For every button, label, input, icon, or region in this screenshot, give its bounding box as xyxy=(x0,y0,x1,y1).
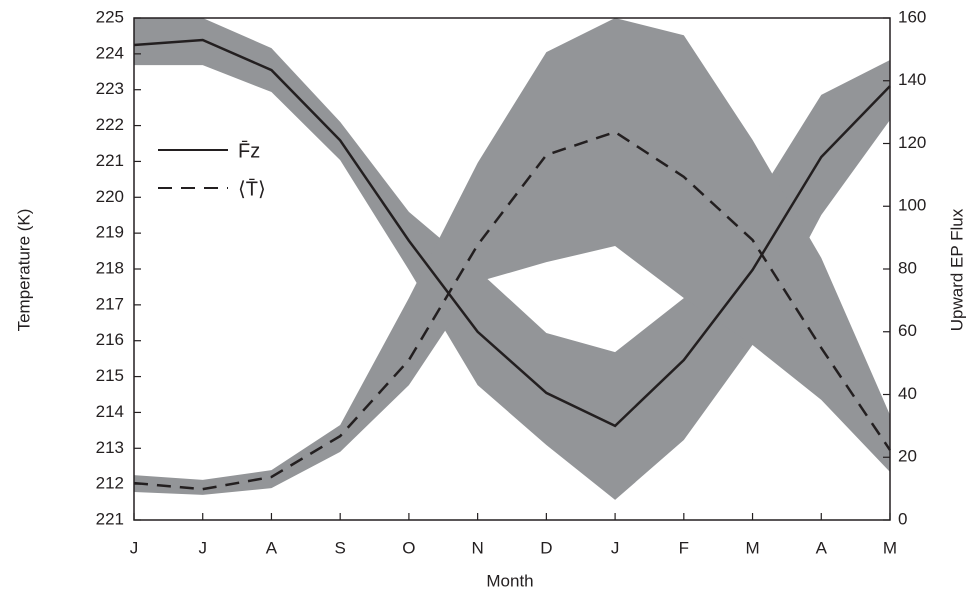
y2-tick-label: 20 xyxy=(898,447,917,466)
y2-tick-label: 120 xyxy=(898,133,926,152)
y-tick-label: 220 xyxy=(96,187,124,206)
y2-tick-label: 80 xyxy=(898,258,917,277)
x-tick-label: J xyxy=(198,538,207,557)
y-tick-label: 218 xyxy=(96,258,124,277)
x-tick-label: A xyxy=(266,538,278,557)
y-tick-label: 215 xyxy=(96,366,124,385)
y-tick-label: 221 xyxy=(96,509,124,528)
range-band xyxy=(134,18,890,495)
x-tick-label: F xyxy=(679,538,689,557)
x-axis-title: Month xyxy=(486,571,533,590)
y-tick-label: 224 xyxy=(96,43,124,62)
y2-axis-title: Upward EP Flux xyxy=(947,208,966,331)
x-tick-label: N xyxy=(471,538,483,557)
y2-tick-label: 140 xyxy=(898,70,926,89)
y2-tick-label: 160 xyxy=(898,7,926,26)
x-tick-label: O xyxy=(402,538,415,557)
y-tick-label: 216 xyxy=(96,330,124,349)
x-tick-label: M xyxy=(745,538,759,557)
y2-tick-label: 40 xyxy=(898,384,917,403)
y-tick-label: 219 xyxy=(96,223,124,242)
x-tick-label: D xyxy=(540,538,552,557)
x-tick-label: J xyxy=(611,538,620,557)
legend-label: F̄z xyxy=(238,139,260,162)
x-tick-label: J xyxy=(130,538,139,557)
y-tick-label: 225 xyxy=(96,7,124,26)
y-tick-label: 212 xyxy=(96,474,124,493)
y-tick-label: 223 xyxy=(96,79,124,98)
y-tick-label: 214 xyxy=(96,402,124,421)
y2-tick-label: 60 xyxy=(898,321,917,340)
y2-tick-label: 0 xyxy=(898,509,907,528)
x-tick-label: A xyxy=(816,538,828,557)
y-tick-label: 217 xyxy=(96,294,124,313)
series-line xyxy=(133,130,892,491)
series-line xyxy=(133,38,891,428)
y2-tick-label: 100 xyxy=(898,196,926,215)
y-tick-label: 213 xyxy=(96,438,124,457)
x-tick-label: S xyxy=(335,538,346,557)
y-tick-label: 222 xyxy=(96,115,124,134)
y-axis-title: Temperature (K) xyxy=(14,209,33,332)
x-tick-label: M xyxy=(883,538,897,557)
range-band xyxy=(134,18,890,500)
legend-label: ⟨T̄⟩ xyxy=(238,177,266,200)
y-tick-label: 221 xyxy=(96,151,124,170)
